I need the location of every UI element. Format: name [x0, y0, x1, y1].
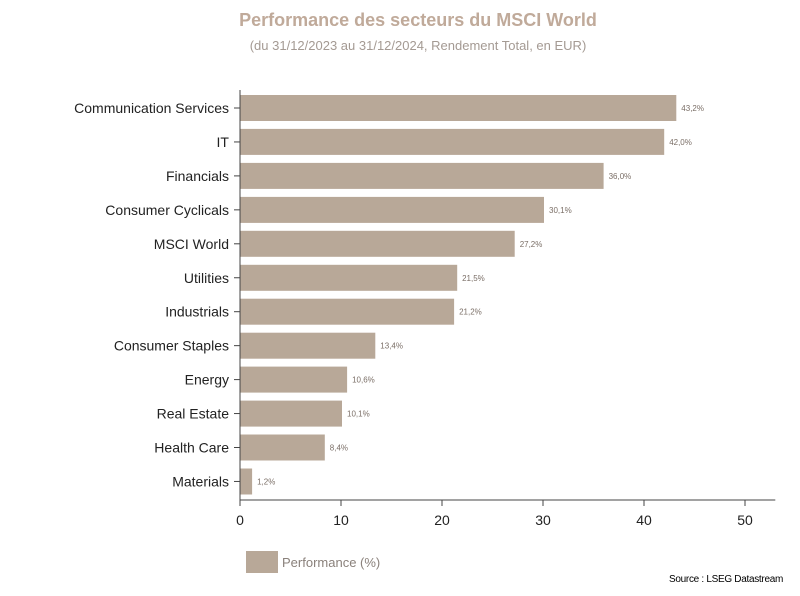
data-label-financials: 36,0% — [609, 172, 632, 181]
bar-energy — [240, 366, 348, 393]
data-label-it: 42,0% — [669, 138, 692, 147]
bar-msci-world — [240, 230, 515, 257]
bar-it — [240, 128, 665, 155]
bar-communication-services — [240, 95, 677, 121]
data-label-energy: 10,6% — [352, 376, 375, 385]
category-label-msci-world: MSCI World — [154, 236, 229, 252]
bar-consumer-staples — [240, 332, 376, 359]
legend: Performance (%) — [246, 551, 380, 573]
category-label-communication-services: Communication Services — [74, 100, 229, 116]
bar-utilities — [240, 264, 458, 291]
data-label-msci-world: 27,2% — [520, 240, 543, 249]
category-label-energy: Energy — [185, 372, 229, 388]
category-label-real-estate: Real Estate — [157, 406, 230, 422]
category-label-it: IT — [217, 134, 230, 150]
x-tick-label-40: 40 — [636, 512, 652, 528]
data-label-utilities: 21,5% — [462, 274, 485, 283]
data-label-health-care: 8,4% — [330, 444, 348, 453]
chart-subtitle: (du 31/12/2023 au 31/12/2024, Rendement … — [249, 38, 587, 53]
chart-title: Performance des secteurs du MSCI World — [239, 10, 597, 30]
legend-swatch — [246, 551, 278, 573]
category-label-industrials: Industrials — [165, 304, 229, 320]
data-label-consumer-staples: 13,4% — [380, 342, 403, 351]
data-label-industrials: 21,2% — [459, 308, 482, 317]
bar-financials — [240, 162, 604, 189]
category-label-consumer-staples: Consumer Staples — [114, 338, 229, 354]
bar-real-estate — [240, 400, 342, 427]
axes-group: Communication Services IT Financials Consum… — [74, 90, 776, 528]
legend-label: Performance (%) — [282, 554, 381, 570]
category-label-financials: Financials — [166, 168, 229, 184]
category-label-consumer-cyclicals: Consumer Cyclicals — [105, 202, 229, 218]
x-tick-label-30: 30 — [535, 512, 551, 528]
x-tick-label-10: 10 — [333, 512, 349, 528]
data-label-materials: 1,2% — [257, 478, 275, 487]
bar-materials — [240, 468, 253, 495]
x-tick-label-0: 0 — [236, 512, 244, 528]
category-label-utilities: Utilities — [184, 270, 229, 286]
data-label-communication-services: 43,2% — [681, 104, 704, 113]
bar-consumer-cyclicals — [240, 196, 544, 223]
category-label-health-care: Health Care — [154, 440, 229, 456]
bars-group: 43,2% 42,0% 36,0% 30,1% 27,2% 21,5% 21,2% 13,4%… — [240, 95, 704, 495]
bar-health-care — [240, 434, 325, 461]
data-label-consumer-cyclicals: 30,1% — [549, 206, 572, 215]
source-note: Source : LSEG Datastream — [669, 574, 783, 585]
x-tick-label-20: 20 — [434, 512, 450, 528]
category-label-materials: Materials — [172, 474, 229, 490]
bar-industrials — [240, 298, 455, 325]
x-tick-label-50: 50 — [737, 512, 753, 528]
data-label-real-estate: 10,1% — [347, 410, 370, 419]
